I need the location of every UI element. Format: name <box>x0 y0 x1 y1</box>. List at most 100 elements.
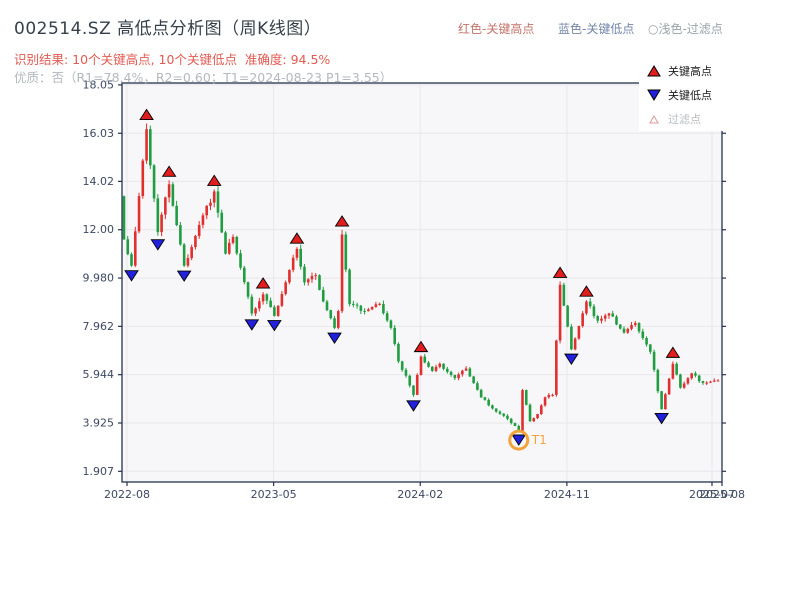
y-tick-label: 18.05 <box>83 78 115 91</box>
candle-up <box>686 378 690 384</box>
candle-up <box>205 205 209 216</box>
candle-down <box>588 301 592 307</box>
candle-up <box>295 248 299 258</box>
candle-up <box>664 394 667 410</box>
candle-down <box>446 368 449 372</box>
candle-up <box>336 311 340 328</box>
candle-down <box>243 267 246 283</box>
key-low-icon <box>647 89 661 101</box>
x-tick-label: 2022-08 <box>104 488 150 501</box>
x-tick-label: 2024-02 <box>397 488 443 501</box>
candle-up <box>536 414 539 419</box>
key-high-icon <box>647 65 661 77</box>
candle-down <box>216 191 220 213</box>
candle-down <box>701 381 705 383</box>
candle-up <box>164 197 167 215</box>
key-high-marker <box>579 285 594 297</box>
candle-up <box>280 293 284 306</box>
candle-down <box>250 296 254 314</box>
candle-up <box>464 368 468 371</box>
candle-up <box>577 326 581 339</box>
y-tick-label: 9.980 <box>83 272 115 285</box>
t1-label: T1 <box>531 433 547 447</box>
candle-up <box>415 374 419 395</box>
key-high-marker <box>665 346 681 358</box>
candle-down <box>524 390 528 405</box>
candle-down <box>265 294 269 301</box>
chart-legend-label: 过滤点 <box>668 113 701 126</box>
candle-down <box>408 375 412 386</box>
candle-up <box>190 247 193 259</box>
candle-down <box>468 368 472 377</box>
candle-up <box>716 380 720 382</box>
candle-down <box>479 389 483 398</box>
candle-down <box>679 374 682 388</box>
candle-down <box>321 289 325 302</box>
candle-up <box>227 242 231 254</box>
key-high-marker <box>289 232 305 244</box>
chart-legend-item-low: 关键低点 <box>639 83 735 107</box>
candle-down <box>528 404 532 422</box>
candle-down <box>303 266 306 283</box>
candle-up <box>705 382 709 384</box>
key-high-marker <box>139 108 154 121</box>
candle-up <box>284 282 287 294</box>
candle-up <box>434 366 438 371</box>
candle-up <box>543 397 547 406</box>
candle-up <box>145 129 148 161</box>
candle-down <box>592 306 596 317</box>
candle-up <box>555 340 558 395</box>
candle-up <box>461 370 464 375</box>
key-high-marker <box>206 174 222 186</box>
candle-down <box>149 129 152 166</box>
candle-down <box>611 313 615 317</box>
candle-up <box>600 318 603 321</box>
x-tick-label: 2025-08 <box>699 488 745 501</box>
chart-legend-label: 关键低点 <box>668 89 712 102</box>
candle-up <box>291 257 295 270</box>
y-tick-label: 12.00 <box>83 223 115 236</box>
candle-down <box>697 375 701 382</box>
candle-up <box>314 275 318 277</box>
candle-up <box>288 269 291 283</box>
candle-down <box>506 415 509 419</box>
recognition-result: 识别结果: 10个关键高点, 10个关键低点 准确度: 94.5% <box>14 52 331 67</box>
key-low-marker <box>244 319 260 331</box>
quality-line: 优质：否（R1=78.4%，R2=0.60；T1=2024-08-23 P1=3… <box>14 70 393 85</box>
candle-up <box>367 309 370 312</box>
candle-down <box>175 205 178 226</box>
candle-down <box>412 385 415 395</box>
candle-up <box>378 303 381 305</box>
y-tick-label: 14.02 <box>83 175 115 188</box>
key-low-marker <box>654 412 669 425</box>
candle-up <box>419 356 423 375</box>
candle-down <box>269 300 272 308</box>
candle-down <box>152 165 156 199</box>
candle-up <box>231 236 235 243</box>
chart-legend-label: 关键高点 <box>668 65 712 78</box>
candle-up <box>603 315 607 319</box>
candle-down <box>363 310 366 312</box>
candle-up <box>133 231 137 266</box>
candle-up <box>551 394 554 396</box>
candle-down <box>596 316 599 321</box>
candle-up <box>690 373 693 379</box>
legend-key-high-text: 红色-关键高点 <box>458 22 535 36</box>
page-title: 002514.SZ 高低点分析图（周K线图） <box>14 19 322 39</box>
chart-legend-item-high: 关键高点 <box>639 59 735 83</box>
candle-down <box>562 284 566 306</box>
y-tick-label: 1.907 <box>83 465 115 478</box>
candle-down <box>224 232 227 254</box>
candle-down <box>427 362 430 367</box>
candle-down <box>649 344 652 352</box>
candle-down <box>641 331 645 338</box>
candle-down <box>393 327 396 344</box>
chart-legend-item-filter: 过滤点 <box>639 107 735 131</box>
key-high-marker <box>334 215 350 227</box>
candle-down <box>442 363 445 369</box>
y-tick-label: 16.03 <box>83 127 115 140</box>
candle-down <box>570 326 573 350</box>
plot-border <box>121 82 723 483</box>
